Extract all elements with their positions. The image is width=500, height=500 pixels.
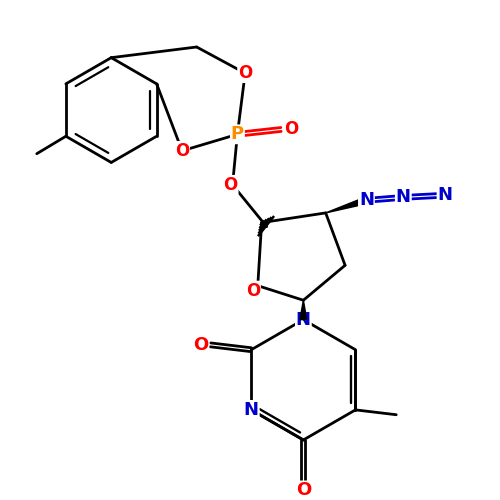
Text: N: N [396, 188, 411, 206]
Text: O: O [284, 120, 298, 138]
Text: N: N [296, 310, 311, 328]
Text: O: O [224, 176, 237, 194]
Text: O: O [193, 336, 208, 354]
Text: N: N [438, 186, 452, 204]
Text: N: N [244, 401, 259, 419]
Text: O: O [238, 64, 252, 82]
Polygon shape [326, 197, 368, 213]
Text: O: O [246, 282, 260, 300]
Text: O: O [175, 142, 189, 160]
Polygon shape [300, 300, 307, 320]
Text: N: N [359, 192, 374, 210]
Text: P: P [231, 126, 244, 144]
Text: O: O [296, 482, 311, 500]
